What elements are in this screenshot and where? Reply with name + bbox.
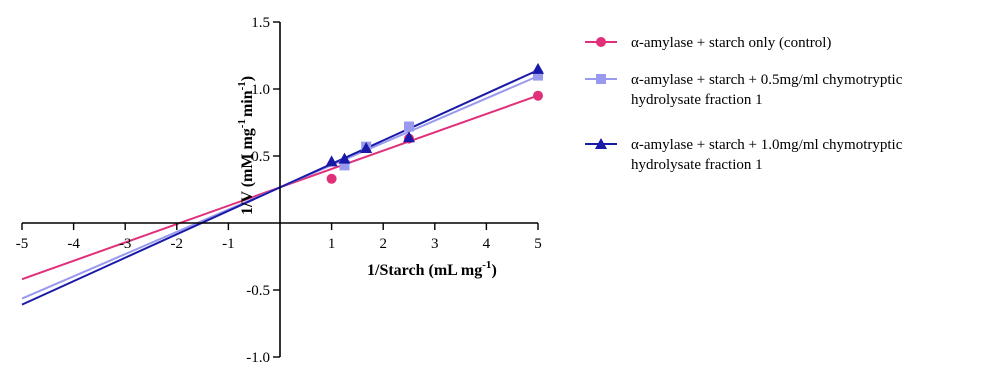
x-tick-label: 2 bbox=[379, 236, 387, 252]
plot-area: -5 -4 -3 -2 -1 1 2 3 4 5 -1.0 -0.5 0.5 1.0 1.5 1/Star… bbox=[16, 15, 544, 366]
x-axis-title: 1/Starch (mL mg-1) bbox=[367, 259, 497, 279]
legend-item-0-5mg: α-amylase + starch + 0.5mg/ml chymotrypt… bbox=[585, 72, 903, 108]
legend-marker-shape bbox=[596, 37, 606, 47]
data-point-series-2 bbox=[360, 141, 373, 153]
x-tick-label: -5 bbox=[16, 236, 29, 252]
y-tick-label: -0.5 bbox=[246, 283, 270, 299]
legend-marker-shape bbox=[596, 74, 606, 84]
x-tick-label: -2 bbox=[171, 236, 184, 252]
x-tick-label: 4 bbox=[483, 236, 491, 252]
data-point-series-0 bbox=[533, 90, 543, 101]
x-tick-label: -3 bbox=[119, 236, 132, 252]
legend-label-1-0mg-line1: α-amylase + starch + 1.0mg/ml chymotrypt… bbox=[631, 137, 903, 153]
legend-item-control: α-amylase + starch only (control) bbox=[585, 35, 831, 51]
legend: α-amylase + starch only (control) α-amyl… bbox=[585, 35, 903, 173]
data-point-series-1 bbox=[533, 70, 543, 81]
y-ticks: -1.0 -0.5 0.5 1.0 1.5 bbox=[246, 15, 280, 366]
legend-marker-shape bbox=[595, 138, 607, 149]
data-point-series-2 bbox=[403, 131, 415, 143]
y-tick-label: 1.5 bbox=[251, 15, 270, 31]
legend-marker-circle bbox=[596, 37, 606, 47]
x-tick-label: 3 bbox=[431, 236, 439, 252]
data-point-series-2 bbox=[532, 62, 544, 74]
data-point-series-2 bbox=[338, 152, 351, 164]
legend-marker-triangle bbox=[595, 138, 607, 149]
x-ticks: -5 -4 -3 -2 -1 1 2 3 4 5 bbox=[16, 223, 542, 252]
data-point-series-0 bbox=[326, 173, 337, 184]
legend-label-1-0mg-line2: hydrolysate fraction 1 bbox=[631, 157, 763, 173]
data-points bbox=[325, 62, 544, 184]
data-point-series-2 bbox=[325, 155, 338, 167]
data-point-series-1 bbox=[339, 160, 350, 171]
y-tick-label: 1.0 bbox=[251, 82, 270, 98]
x-tick-label: 1 bbox=[328, 236, 336, 252]
y-tick-label: -1.0 bbox=[246, 350, 270, 366]
x-tick-label: -1 bbox=[222, 236, 235, 252]
legend-label-0-5mg-line1: α-amylase + starch + 0.5mg/ml chymotrypt… bbox=[631, 72, 903, 88]
y-tick-label: 0.5 bbox=[251, 149, 270, 165]
data-point-series-1 bbox=[404, 121, 414, 132]
x-tick-label: 5 bbox=[534, 236, 542, 252]
legend-item-1-0mg: α-amylase + starch + 1.0mg/ml chymotrypt… bbox=[585, 137, 903, 173]
legend-label-0-5mg-line2: hydrolysate fraction 1 bbox=[631, 92, 763, 108]
legend-label-control: α-amylase + starch only (control) bbox=[631, 35, 831, 51]
y-axis-title: 1/V (mM mg-1min-1) bbox=[236, 76, 256, 215]
legend-marker-square bbox=[596, 74, 606, 84]
x-tick-label: -4 bbox=[67, 236, 80, 252]
